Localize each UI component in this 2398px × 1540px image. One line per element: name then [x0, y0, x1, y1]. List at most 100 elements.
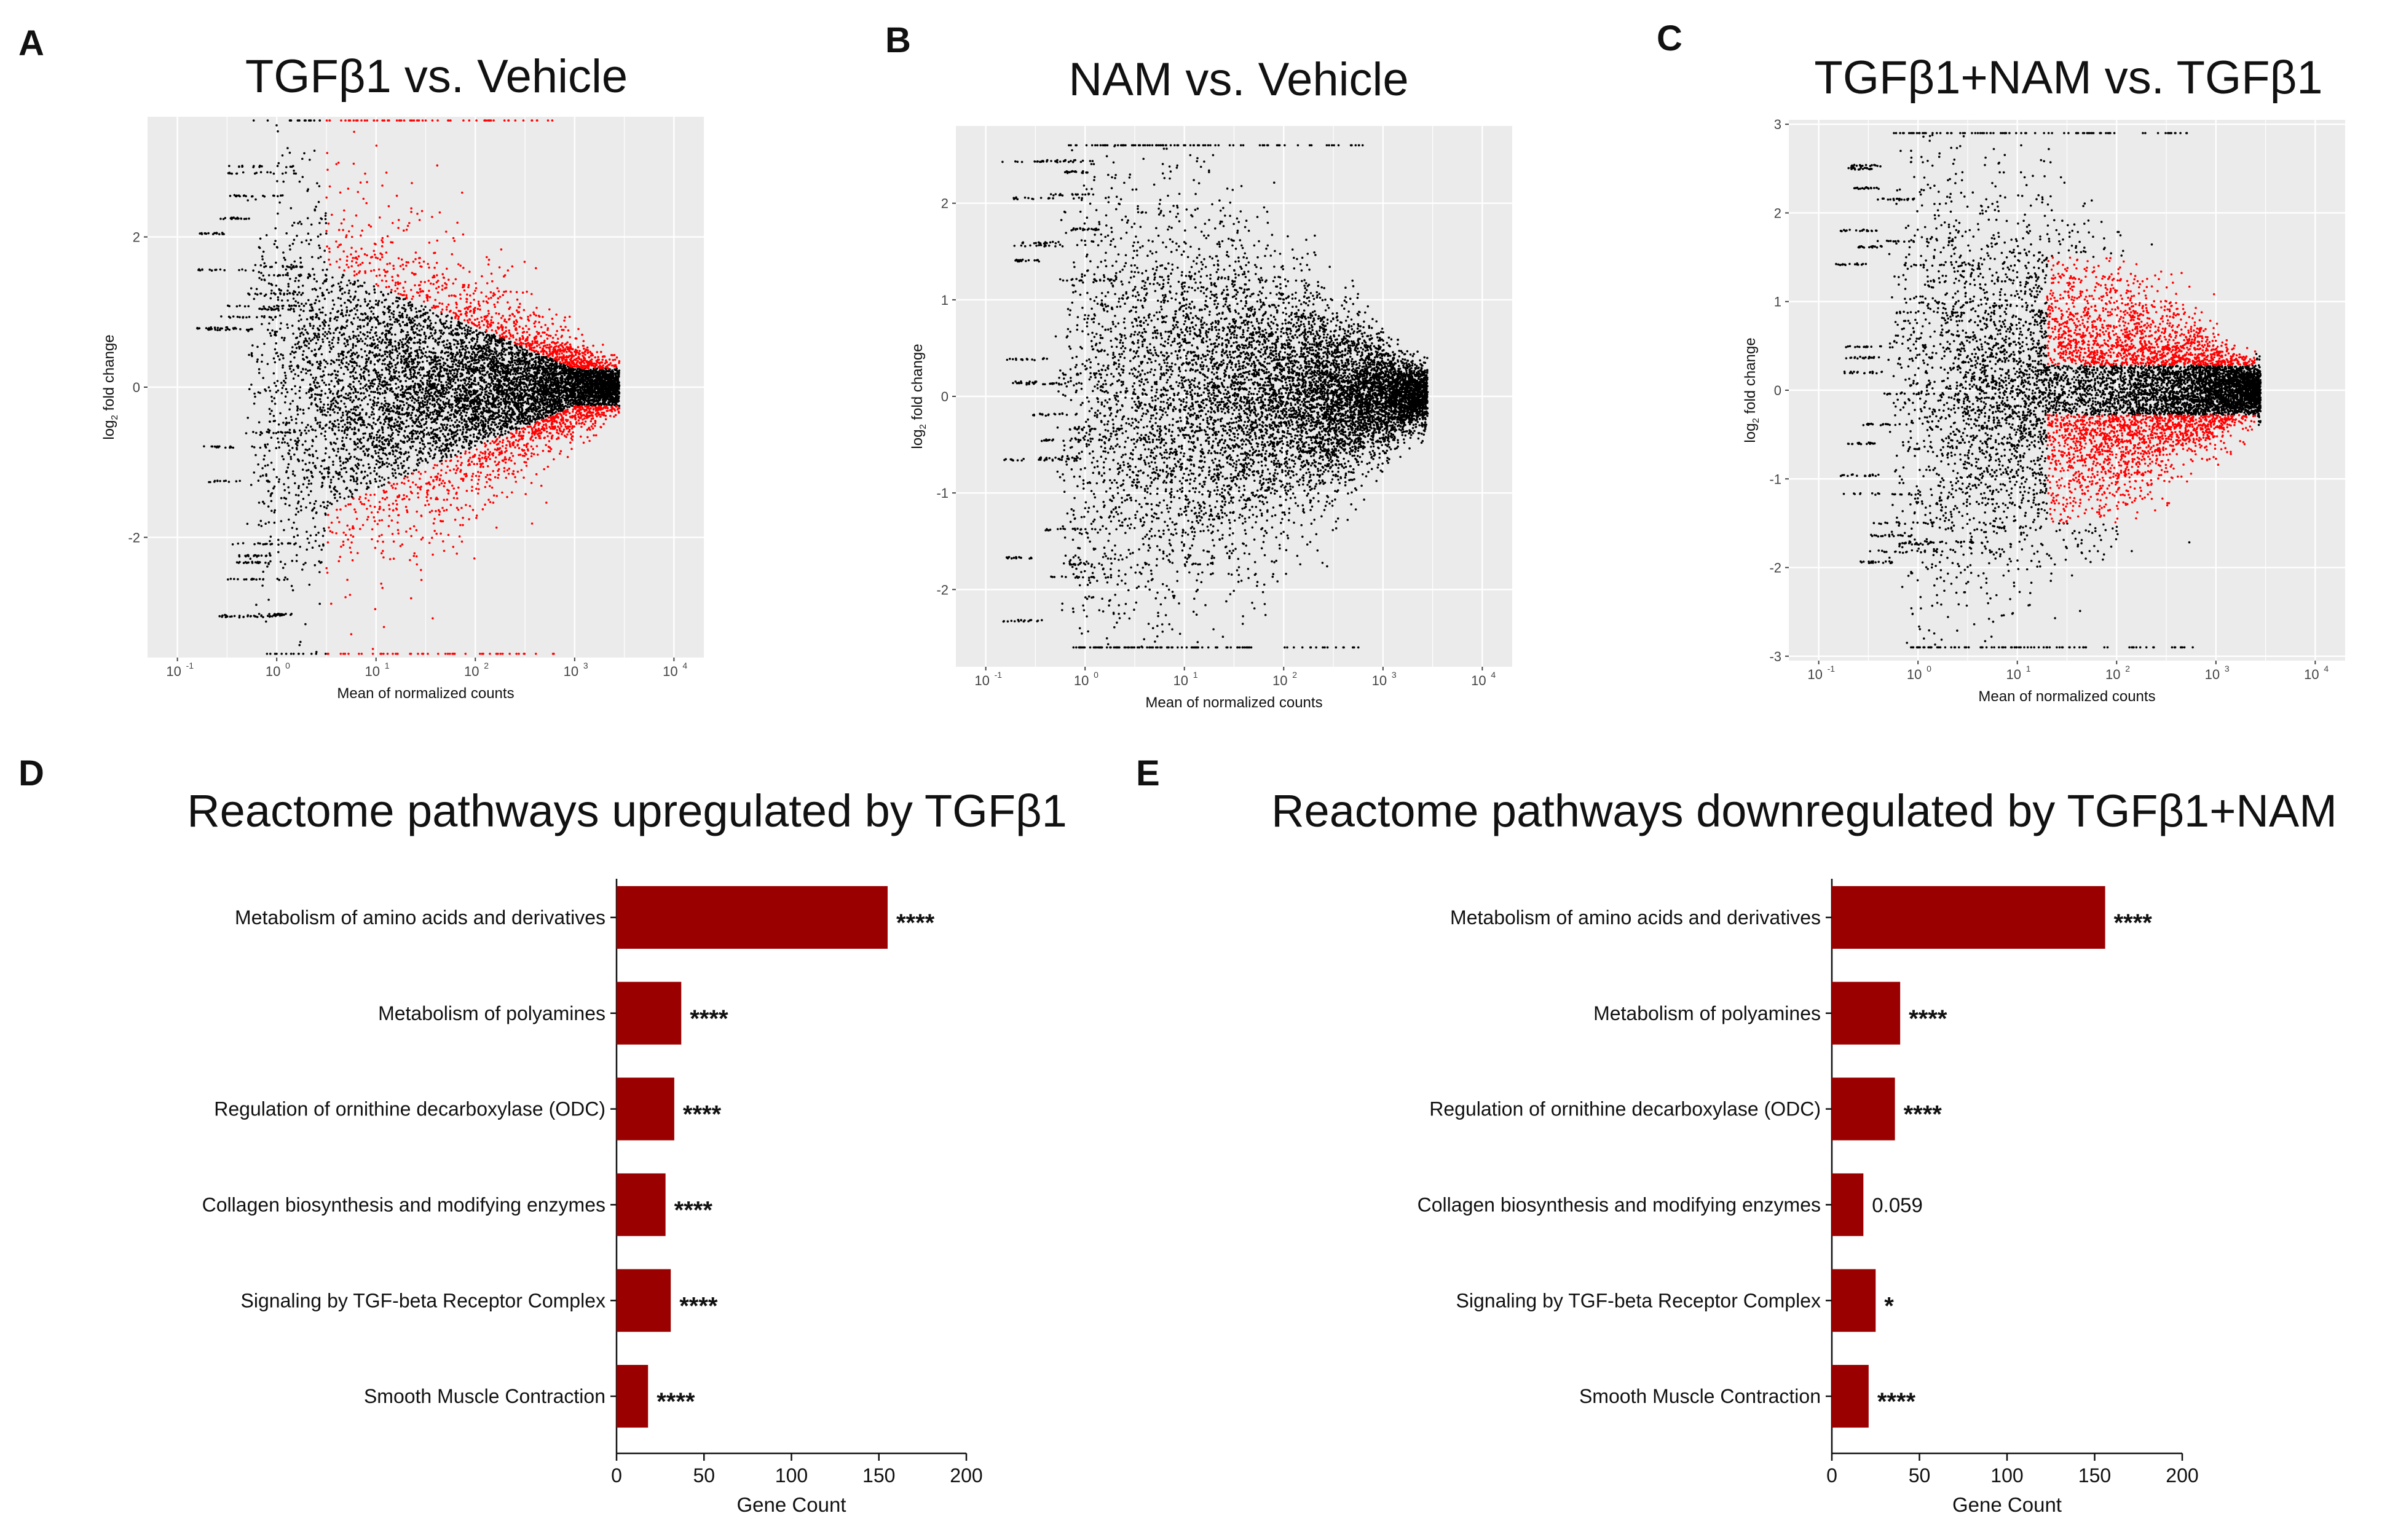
x-tick-label: 10	[1173, 673, 1188, 688]
x-tick-label: 10	[1807, 667, 1822, 682]
x-tick-label: 100	[775, 1464, 808, 1487]
bar	[1832, 1269, 1876, 1332]
x-tick-exponent: 4	[1491, 670, 1496, 680]
ma-plot-b-title: NAM vs. Vehicle	[1068, 53, 1408, 106]
x-tick-exponent: 3	[2225, 664, 2230, 674]
panel-letter-e: E	[1136, 753, 1160, 793]
significance-label: ****	[679, 1292, 718, 1319]
ma-plot-c: C TGFβ1+NAM vs. TGFβ1 10 -1 10 0 10 1 10 2 10 3 10…	[1657, 18, 2345, 705]
y-tick-label: 2	[1774, 205, 1781, 221]
category-label: Signaling by TGF-beta Receptor Complex	[241, 1289, 605, 1311]
x-tick-exponent: 1	[385, 661, 390, 670]
y-tick-label: 3	[1774, 117, 1781, 132]
panel-letter-d: D	[18, 753, 44, 793]
x-axis-label: Mean of normalized counts	[1145, 694, 1322, 711]
x-tick-label: 50	[1909, 1464, 1931, 1487]
y-axis-label-rest: fold change	[1742, 337, 1759, 418]
bar-chart-d-title: Reactome pathways upregulated by TGFβ1	[187, 785, 1067, 836]
bar-chart-d-area: Metabolism of amino acids and derivative…	[202, 879, 983, 1516]
bar-chart-d: D Reactome pathways upregulated by TGFβ1…	[18, 753, 1067, 1516]
x-tick-label: 10	[2006, 667, 2021, 682]
x-tick-exponent: 1	[1193, 670, 1198, 680]
panel-letter-b: B	[885, 20, 911, 60]
x-tick-label: 10	[1272, 673, 1287, 688]
significance-label: ****	[683, 1101, 722, 1128]
x-tick-label: 200	[950, 1464, 982, 1487]
x-tick-label: 10	[974, 673, 989, 688]
ma-plot-c-title: TGFβ1+NAM vs. TGFβ1	[1814, 52, 2322, 104]
x-tick-label: 10	[266, 664, 280, 679]
category-label: Signaling by TGF-beta Receptor Complex	[1456, 1289, 1821, 1311]
x-tick-label: 10	[1907, 667, 1922, 682]
y-axis-label-rest: fold change	[101, 334, 117, 415]
category-label: Metabolism of amino acids and derivative…	[1450, 906, 1821, 929]
panel-letter-c: C	[1657, 18, 1682, 58]
y-axis-label-sub: 2	[1751, 418, 1761, 423]
y-axis-label-sub: 2	[918, 424, 928, 429]
x-tick-exponent: 4	[2324, 664, 2329, 674]
x-tick-exponent: -1	[1828, 664, 1836, 674]
bar-chart-e: E Reactome pathways downregulated by TGF…	[1136, 753, 2337, 1516]
significance-label: ****	[1909, 1005, 1947, 1032]
x-tick-exponent: 4	[682, 661, 687, 670]
x-tick-label: 10	[1074, 673, 1089, 688]
bar	[1832, 886, 2105, 949]
y-tick-label: 1	[941, 293, 949, 308]
x-tick-label: 10	[1372, 673, 1387, 688]
category-label: Regulation of ornithine decarboxylase (O…	[1429, 1098, 1821, 1120]
x-tick-label: 150	[862, 1464, 895, 1487]
y-tick-label: -2	[1769, 560, 1781, 576]
y-axis-label-rest: fold change	[909, 344, 926, 424]
x-tick-label: 10	[2304, 667, 2319, 682]
x-tick-label: 10	[365, 664, 379, 679]
y-axis-label-log: log	[1742, 423, 1759, 443]
category-label: Metabolism of polyamines	[378, 1002, 605, 1024]
x-tick-label: 10	[564, 664, 578, 679]
x-tick-label: 200	[2166, 1464, 2198, 1487]
y-tick-label: 2	[941, 196, 949, 211]
bar	[1832, 1077, 1895, 1141]
bar	[617, 1269, 671, 1332]
x-axis-label: Gene Count	[737, 1493, 846, 1516]
ma-plot-a: A TGFβ1 vs. Vehicle 10 -1 10 0 10 1 10 2 10 3 10 4 -…	[18, 23, 704, 702]
bar	[617, 886, 888, 949]
y-tick-label: -1	[936, 485, 949, 501]
bar	[617, 1365, 649, 1428]
x-tick-label: 10	[2105, 667, 2120, 682]
category-label: Smooth Muscle Contraction	[1579, 1385, 1821, 1407]
bar	[1832, 1173, 1864, 1236]
data-points-black	[196, 119, 621, 655]
significance-label: ****	[1904, 1101, 1942, 1128]
ma-plot-b: B NAM vs. Vehicle 10 -1 10 0 10 1 10 2 10 3 10 4-2-…	[885, 20, 1512, 711]
data-points-red	[325, 119, 621, 655]
bar-chart-e-area: Metabolism of amino acids and derivative…	[1418, 879, 2199, 1516]
significance-label: ****	[2114, 909, 2153, 937]
significance-label: 0.059	[1872, 1193, 1923, 1216]
x-tick-label: 0	[611, 1464, 622, 1487]
x-axis-label: Gene Count	[1952, 1493, 2062, 1516]
x-tick-exponent: 2	[1292, 670, 1297, 680]
x-tick-exponent: 2	[484, 661, 489, 670]
y-tick-label: -3	[1769, 649, 1781, 664]
y-tick-label: 0	[1774, 383, 1781, 398]
x-tick-label: 10	[1471, 673, 1486, 688]
x-tick-label: 10	[2205, 667, 2220, 682]
data-points-black	[1835, 132, 2262, 649]
significance-label: *	[1884, 1292, 1894, 1319]
y-axis-label: log2 fold change	[1742, 337, 1761, 442]
ma-plot-c-area: 10 -1 10 0 10 1 10 2 10 3 10 4 -3 -2 -1 0 1 2 3 Mean of nor…	[1742, 117, 2345, 705]
x-tick-label: 50	[693, 1464, 715, 1487]
significance-label: ****	[657, 1388, 695, 1415]
y-tick-label: 2	[133, 230, 140, 245]
x-tick-label: 0	[1826, 1464, 1837, 1487]
x-tick-exponent: 3	[1392, 670, 1397, 680]
y-axis-label: log2 fold change	[909, 344, 928, 449]
category-label: Regulation of ornithine decarboxylase (O…	[214, 1098, 605, 1120]
y-tick-label: -2	[936, 582, 949, 597]
bar	[1832, 981, 1901, 1045]
bar-chart-e-title: Reactome pathways downregulated by TGFβ1…	[1271, 785, 2337, 836]
y-tick-label: 1	[1774, 294, 1781, 310]
data-points-black	[1001, 144, 1429, 649]
x-tick-exponent: 1	[2026, 664, 2031, 674]
x-tick-exponent: 0	[285, 661, 290, 670]
